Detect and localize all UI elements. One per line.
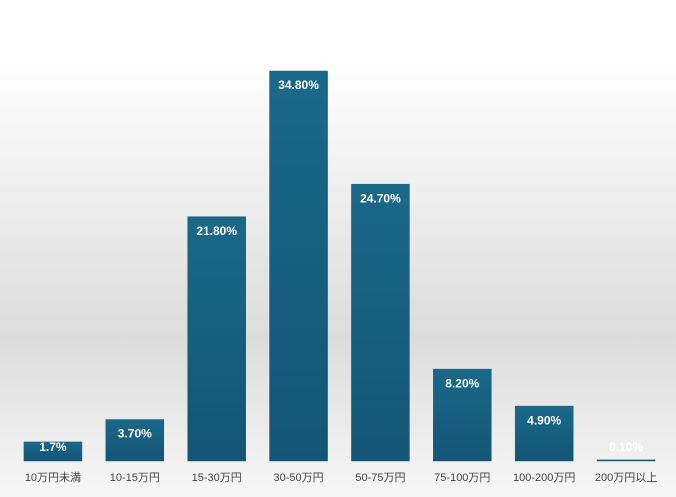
value-label: 21.80% <box>196 224 237 238</box>
x-tick-label: 30-50万円 <box>273 472 323 484</box>
bar <box>269 70 328 462</box>
x-tick-label: 15-30万円 <box>192 472 242 484</box>
bar <box>596 459 656 462</box>
bar <box>187 216 246 462</box>
bar <box>351 183 410 462</box>
value-label: 0.10% <box>609 440 643 454</box>
x-tick-label: 10-15万円 <box>110 472 160 484</box>
x-tick-label: 50-75万円 <box>355 472 405 484</box>
bar <box>23 441 83 462</box>
bar <box>433 368 492 462</box>
x-tick-label: 200万円以上 <box>595 471 657 484</box>
value-label: 1.7% <box>39 440 67 454</box>
bar <box>514 405 574 462</box>
value-label: 34.80% <box>278 78 319 92</box>
value-label: 4.90% <box>527 413 561 427</box>
value-label: 3.70% <box>118 427 152 441</box>
x-tick-label: 10万円未満 <box>25 471 81 484</box>
x-tick-label: 100-200万円 <box>513 472 575 484</box>
value-label: 24.70% <box>360 191 401 205</box>
value-label: 8.20% <box>445 376 479 390</box>
x-tick-label: 75-100万円 <box>434 472 490 484</box>
bar <box>105 419 165 462</box>
